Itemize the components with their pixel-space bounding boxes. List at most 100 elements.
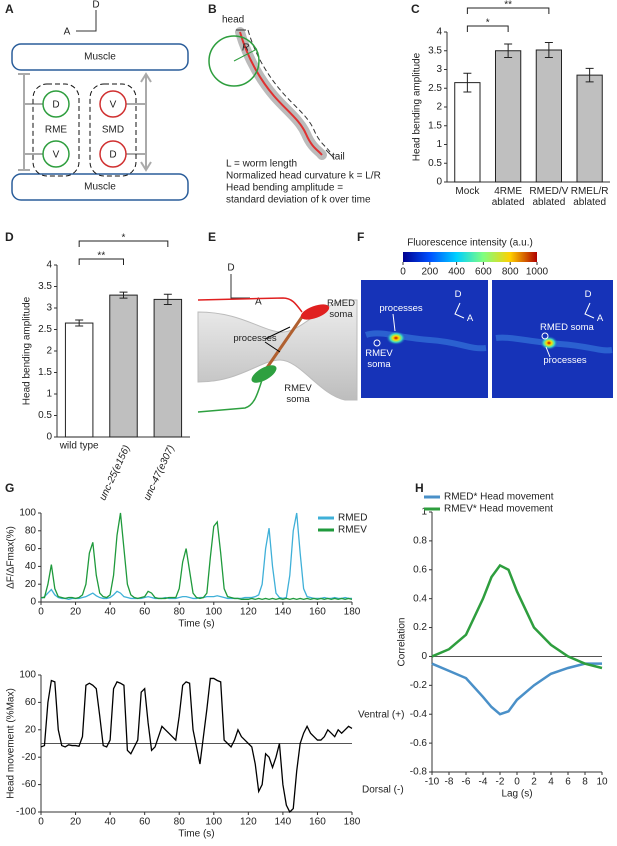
legend-label: RMEV [338, 525, 367, 536]
significance-label: * [486, 18, 490, 29]
muscle-box [11, 173, 189, 201]
worm-body [235, 27, 327, 160]
f-label: processes [543, 355, 587, 366]
panel-label: D [5, 230, 14, 244]
pointer [392, 313, 396, 332]
x-tick-label: 100 [205, 607, 222, 618]
processes-label: processes [233, 333, 277, 344]
significance-bracket [78, 240, 169, 247]
y-tick-label: 2 [46, 346, 52, 357]
worm-length [247, 29, 331, 153]
significance-label: ** [97, 251, 105, 262]
group-label: RME [45, 125, 68, 136]
panel-label: G [5, 481, 14, 495]
colorbar [403, 252, 537, 262]
error-bar [163, 293, 172, 306]
neuron [42, 90, 70, 118]
worm-centerline [239, 31, 323, 156]
pointer [264, 326, 291, 353]
series-line [40, 512, 352, 601]
y-tick-label: 1 [46, 389, 52, 400]
neuron [42, 140, 70, 168]
y-tick-label: 4 [46, 260, 52, 271]
f-label: processes [379, 303, 423, 314]
y-tick-label: 3 [436, 64, 442, 75]
head-label: head [222, 15, 244, 26]
radius-line [233, 48, 258, 62]
series-line [41, 512, 353, 601]
x-tick-label: -4 [479, 777, 488, 788]
group-box [32, 83, 80, 177]
panel-label: H [415, 481, 424, 495]
y-tick-label: 1.5 [38, 367, 52, 378]
error-bar [504, 43, 513, 58]
note: Normalized head curvature k = L/R [226, 171, 381, 182]
axis-label: A [255, 297, 262, 308]
axis-arrow [230, 274, 250, 299]
neuron-label: V [110, 100, 117, 111]
y-tick-label: 1.5 [428, 120, 442, 131]
legend-label: RMED [338, 513, 367, 524]
rmed-soma [300, 304, 330, 320]
x-tick-label: 180 [344, 607, 361, 618]
x-tick-label: 10 [596, 777, 608, 788]
x-tick-label: 20 [70, 817, 82, 828]
group-label: SMD [102, 125, 124, 136]
y-tick-label: 3 [46, 303, 52, 314]
series-line [431, 662, 602, 716]
error-bar [585, 67, 594, 83]
axis-arrow [454, 302, 465, 319]
f-axis: D [584, 289, 592, 300]
muscle-box [11, 43, 189, 71]
neuron-label: D [52, 100, 59, 111]
y-tick-label: 100 [19, 508, 36, 519]
x-tick-label: RMEL/R ablated [570, 186, 609, 208]
error-bar [463, 72, 472, 93]
x-tick-label: 140 [275, 817, 292, 828]
y-tick-label: 3.5 [38, 281, 52, 292]
rmed-label: RMED soma [327, 298, 355, 320]
processes [262, 313, 306, 373]
length-end [236, 29, 335, 159]
series-line [431, 563, 603, 670]
diagram-e: D A [197, 263, 358, 413]
bar [494, 50, 522, 183]
annotation: Ventral (+) [358, 710, 404, 721]
significance-bracket [78, 258, 124, 265]
error-bar [119, 291, 128, 299]
y-tick-label: 0 [46, 432, 52, 443]
y-tick-label: 4 [436, 27, 442, 38]
significance-bracket [466, 25, 509, 32]
y-tick-label: 20 [25, 579, 37, 590]
neuron-label: D [109, 150, 116, 161]
y-tick-label: 1 [436, 139, 442, 150]
x-axis-label: Time (s) [178, 829, 214, 840]
x-tick-label: 100 [205, 817, 222, 828]
y-tick-label: 3.5 [428, 45, 442, 56]
x-tick-label: 0 [38, 607, 44, 618]
soma-marker [541, 332, 549, 340]
x-tick-label: unc-25(e156) [98, 444, 133, 503]
legend-label: RMED* Head movement [444, 492, 554, 503]
colorbar-tick-label: 0 [400, 267, 406, 278]
y-tick-label: -0.8 [410, 767, 428, 778]
x-tick-label: -8 [445, 777, 454, 788]
x-tick-label: 40 [105, 817, 117, 828]
axis-label: D [92, 0, 99, 11]
y-tick-label: 40 [25, 561, 37, 572]
panel-label: A [5, 2, 14, 16]
x-tick-label: -2 [496, 777, 505, 788]
x-tick-label: 160 [309, 817, 326, 828]
y-tick-label: 0.8 [413, 536, 427, 547]
y-tick-label: 1 [421, 507, 427, 518]
x-tick-label: wild type [59, 441, 99, 452]
x-tick-label: 4 [548, 777, 554, 788]
diagram-a: D A Muscle Muscle D V V D RME SMD [11, 0, 189, 201]
pointer [545, 346, 551, 358]
f-axis: A [596, 313, 604, 324]
x-tick-label: 60 [139, 817, 151, 828]
y-axis-label: Correlation [397, 618, 408, 667]
soma-marker [373, 339, 381, 347]
x-tick-label: 120 [240, 607, 257, 618]
